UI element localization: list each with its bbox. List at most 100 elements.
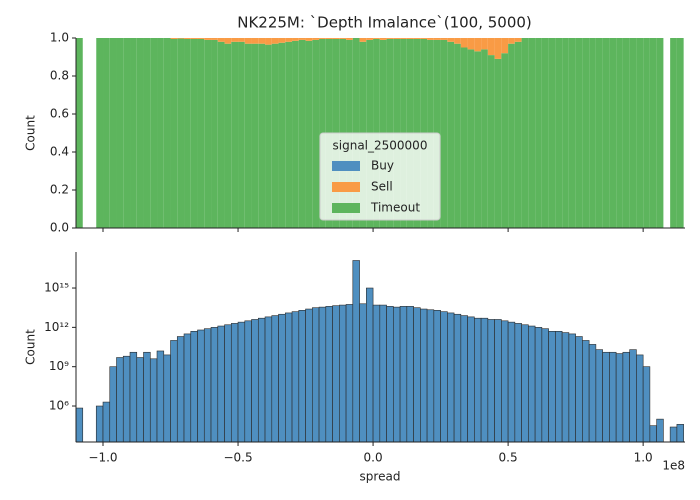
bar [582, 340, 590, 443]
bar [102, 401, 111, 443]
bar-segment [481, 38, 488, 50]
bar-segment [292, 38, 299, 41]
bar [278, 313, 286, 443]
bar-segment [454, 38, 461, 44]
bar [413, 307, 421, 443]
bar-segment [123, 38, 131, 228]
bar-segment [184, 38, 191, 229]
bar [507, 321, 516, 443]
bar-segment [568, 38, 576, 228]
bar [622, 351, 630, 443]
bar [555, 331, 563, 443]
bar [237, 321, 246, 443]
bar-segment [231, 41, 239, 228]
y-tick-label: 10⁹ [49, 359, 69, 373]
bar [116, 357, 124, 443]
legend-label: Timeout [370, 201, 420, 215]
bar-segment [494, 58, 502, 229]
bar [143, 351, 151, 443]
y-tick-label: 10¹² [44, 320, 69, 334]
bar [595, 349, 603, 443]
bar-segment [244, 43, 252, 229]
y-tick-label: 10¹⁵ [44, 281, 69, 295]
y-axis-label: Count [24, 329, 38, 365]
bar-segment [514, 38, 522, 42]
bar [568, 333, 576, 443]
bar-segment [487, 38, 495, 56]
bar [453, 313, 462, 443]
bar [399, 306, 408, 443]
bar [656, 418, 664, 443]
bar-segment [103, 38, 110, 228]
bar-segment [555, 38, 563, 228]
bar [386, 306, 394, 443]
bar-segment [312, 39, 320, 229]
bar [305, 308, 313, 443]
bar-segment [467, 49, 475, 229]
bar [440, 311, 448, 443]
bar-segment [265, 44, 272, 229]
bar [170, 340, 178, 443]
bar [575, 336, 583, 443]
legend-swatch [332, 203, 360, 213]
bar [339, 304, 347, 443]
bar [95, 405, 104, 443]
bar [467, 316, 475, 443]
bar-segment [508, 38, 515, 44]
bar-segment [109, 38, 117, 228]
bar-segment [649, 38, 657, 228]
y-tick-label: 0.2 [50, 183, 69, 197]
bar-segment [285, 38, 293, 42]
bar [224, 324, 232, 443]
bar-segment [433, 38, 441, 40]
legend-swatch [332, 182, 360, 192]
bar-segment [373, 38, 380, 39]
bar-segment [170, 38, 178, 229]
bar-segment [271, 38, 279, 44]
bar-segment [622, 38, 630, 228]
bar [197, 329, 205, 443]
bar-segment [656, 38, 664, 228]
bar-segment [589, 38, 596, 228]
bar-segment [467, 38, 475, 50]
bar [312, 307, 320, 443]
bar-segment [278, 42, 286, 228]
x-tick-label: 0.5 [499, 451, 518, 465]
bar-segment [440, 39, 448, 229]
bar-segment [474, 38, 482, 52]
bar-segment [258, 38, 266, 44]
bar [149, 358, 158, 443]
bar-segment [319, 38, 326, 39]
bar [264, 316, 273, 443]
bar-segment [204, 39, 212, 229]
bar-segment [501, 38, 509, 54]
bar [183, 333, 192, 443]
bar-segment [258, 43, 266, 229]
bar-segment [244, 38, 252, 44]
bar [669, 426, 678, 443]
bar [676, 424, 684, 443]
bar-segment [265, 38, 272, 45]
bar [345, 304, 354, 443]
bar [447, 312, 455, 443]
bar [203, 328, 212, 443]
legend-title: signal_2500000 [333, 139, 428, 153]
bar-segment [548, 38, 556, 228]
bar-segment [636, 38, 644, 228]
bar-segment [366, 38, 374, 40]
bar-segment [177, 38, 185, 228]
y-axis-label: Count [24, 115, 38, 151]
bar [372, 304, 381, 443]
bar-segment [447, 38, 455, 42]
bar-segment [238, 41, 245, 228]
bar-segment [521, 38, 529, 228]
y-tick-label: 10⁶ [49, 399, 69, 413]
bar [521, 324, 529, 443]
bar-segment [211, 39, 218, 229]
bar [460, 315, 468, 443]
bar-segment [393, 38, 401, 39]
bar [602, 351, 610, 443]
bar-segment [528, 38, 536, 228]
legend-label: Sell [371, 180, 393, 194]
bar [636, 354, 644, 443]
